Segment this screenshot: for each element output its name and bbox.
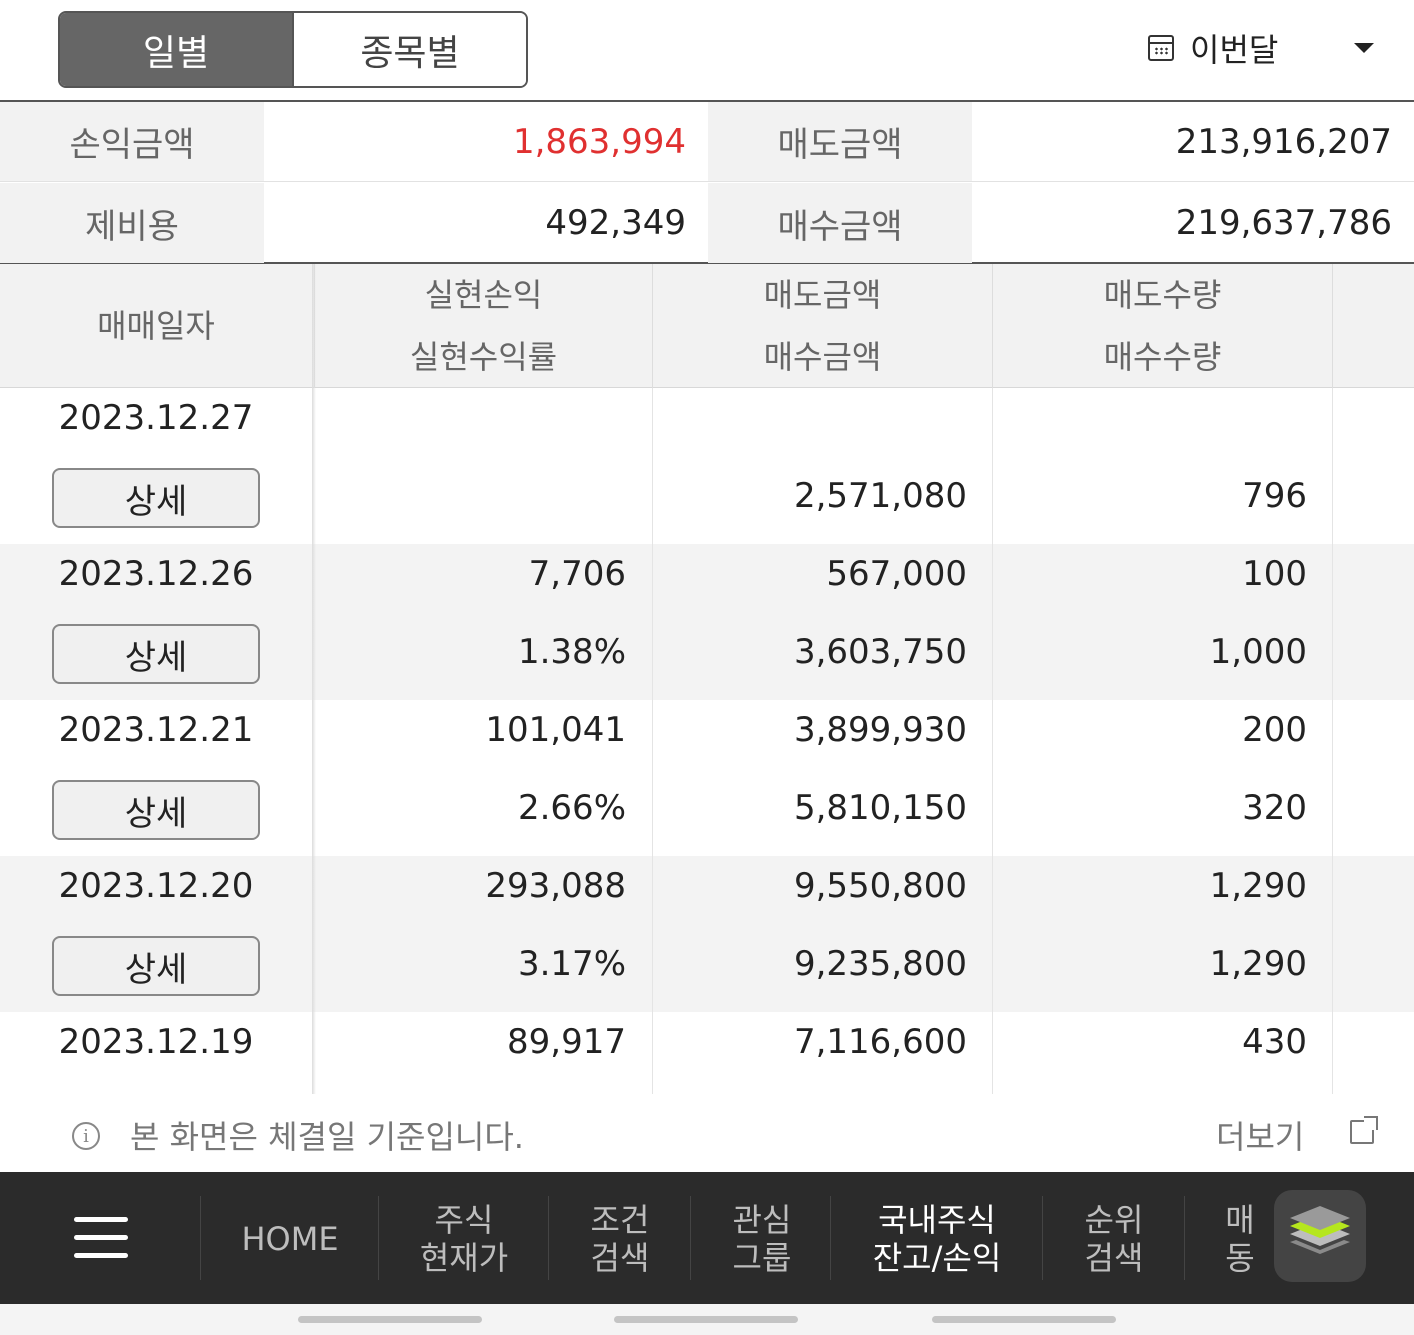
nav-condition-search[interactable]: 조건 검색 xyxy=(590,1201,650,1277)
table-row: 2023.12.20 상세 293,088 3.17% 9,550,800 9,… xyxy=(0,856,1414,1012)
trade-date: 2023.12.20 xyxy=(58,866,254,906)
realized-rate: 2.66% xyxy=(517,788,626,828)
detail-button[interactable]: 상세 xyxy=(52,624,260,684)
trade-date: 2023.12.27 xyxy=(58,398,254,438)
notice-bar: i 본 화면은 체결일 기준입니다. 더보기 xyxy=(0,1094,1414,1172)
profit-value: 1,863,994 xyxy=(512,121,686,162)
buy-amount: 3,603,750 xyxy=(793,632,967,672)
nav-home[interactable]: HOME xyxy=(241,1220,339,1258)
column-divider xyxy=(1332,388,1333,1094)
buy-amount-label: 매수금액 xyxy=(708,183,972,263)
external-link-icon[interactable] xyxy=(1350,1116,1378,1144)
realized-rate: 1.38% xyxy=(517,632,626,672)
detail-button[interactable]: 상세 xyxy=(52,936,260,996)
sell-qty: 200 xyxy=(1242,710,1307,750)
realized-pl: 293,088 xyxy=(485,866,626,906)
buy-amount: 2,571,080 xyxy=(793,476,967,516)
hamburger-menu-icon[interactable] xyxy=(74,1217,128,1259)
period-dropdown[interactable]: 이번달 xyxy=(1148,20,1374,76)
fee-label: 제비용 xyxy=(0,183,264,263)
nav-ranking-search[interactable]: 순위 검색 xyxy=(1084,1201,1144,1277)
buy-amount: 5,810,150 xyxy=(793,788,967,828)
sell-amount: 9,550,800 xyxy=(793,866,967,906)
header-sell-qty: 매도수량 xyxy=(1103,276,1222,314)
notice-text: 본 화면은 체결일 기준입니다. xyxy=(130,1118,524,1156)
header-date: 매매일자 xyxy=(97,307,215,345)
table-header: 매매일자 실현손익 실현수익률 매도금액 매수금액 매도수량 매수수량 xyxy=(0,264,1414,388)
sell-amount: 3,899,930 xyxy=(793,710,967,750)
header-realized: 실현손익 실현수익률 xyxy=(314,264,652,388)
layers-icon[interactable] xyxy=(1274,1190,1366,1282)
calendar-icon xyxy=(1148,35,1174,61)
view-segmented-control: 일별 종목별 xyxy=(58,11,528,88)
sell-amount: 567,000 xyxy=(826,554,967,594)
system-gesture-bar xyxy=(0,1304,1414,1335)
profit-label: 손익금액 xyxy=(0,102,264,181)
sell-amount: 7,116,600 xyxy=(793,1022,967,1062)
nav-stock-price[interactable]: 주식 현재가 xyxy=(419,1201,509,1277)
header-realized-pl: 실현손익 xyxy=(424,276,543,314)
fee-value: 492,349 xyxy=(545,203,686,243)
sell-qty: 1,290 xyxy=(1209,866,1307,906)
detail-button[interactable]: 상세 xyxy=(52,468,260,528)
realized-pl: 7,706 xyxy=(528,554,626,594)
nav-watch-group[interactable]: 관심 그룹 xyxy=(732,1201,792,1277)
header-buy-amount: 매수금액 xyxy=(763,338,882,376)
detail-button[interactable]: 상세 xyxy=(52,780,260,840)
header-realized-rate: 실현수익률 xyxy=(409,338,558,376)
tab-daily[interactable]: 일별 xyxy=(60,13,292,86)
table-row: 2023.12.26 상세 7,706 1.38% 567,000 3,603,… xyxy=(0,544,1414,700)
buy-qty: 796 xyxy=(1242,476,1307,516)
fixed-column-shadow xyxy=(312,264,316,1094)
buy-qty: 320 xyxy=(1242,788,1307,828)
realized-rate: 3.17% xyxy=(517,944,626,984)
buy-qty: 1,000 xyxy=(1209,632,1307,672)
realized-pl: 101,041 xyxy=(485,710,626,750)
summary-panel: 손익금액 1,863,994 매도금액 213,916,207 제비용 492,… xyxy=(0,100,1414,264)
buy-qty: 1,290 xyxy=(1209,944,1307,984)
header-extra xyxy=(1332,264,1414,388)
sell-qty: 430 xyxy=(1242,1022,1307,1062)
column-divider xyxy=(652,388,653,1094)
header-buy-qty: 매수수량 xyxy=(1103,338,1222,376)
header-quantities: 매도수량 매수수량 xyxy=(992,264,1332,388)
sell-amount-value: 213,916,207 xyxy=(1175,121,1392,162)
table-row: 2023.12.21 상세 101,041 2.66% 3,899,930 5,… xyxy=(0,700,1414,856)
info-icon: i xyxy=(72,1122,100,1150)
buy-amount-value: 219,637,786 xyxy=(1175,203,1392,243)
table-row: 2023.12.27 상세 2,571,080 796 xyxy=(0,388,1414,544)
table-row: 2023.12.19 89,917 7,116,600 430 xyxy=(0,1012,1414,1094)
header-sell-amount: 매도금액 xyxy=(763,276,882,314)
sell-amount-label: 매도금액 xyxy=(708,102,972,181)
trade-date: 2023.12.21 xyxy=(58,710,254,750)
trade-table-body[interactable]: 2023.12.27 상세 2,571,080 796 2023.12.26 상… xyxy=(0,388,1414,1094)
sell-qty: 100 xyxy=(1242,554,1307,594)
tab-by-stock[interactable]: 종목별 xyxy=(292,13,526,86)
column-divider xyxy=(992,388,993,1094)
nav-domestic-balance[interactable]: 국내주식 잔고/손익 xyxy=(872,1201,1002,1277)
realized-pl: 89,917 xyxy=(507,1022,626,1062)
trade-date: 2023.12.26 xyxy=(58,554,254,594)
period-label: 이번달 xyxy=(1190,31,1279,69)
header-amounts: 매도금액 매수금액 xyxy=(652,264,992,388)
buy-amount: 9,235,800 xyxy=(793,944,967,984)
more-link[interactable]: 더보기 xyxy=(1216,1118,1305,1156)
trade-date: 2023.12.19 xyxy=(58,1022,254,1062)
caret-down-icon xyxy=(1354,43,1374,53)
